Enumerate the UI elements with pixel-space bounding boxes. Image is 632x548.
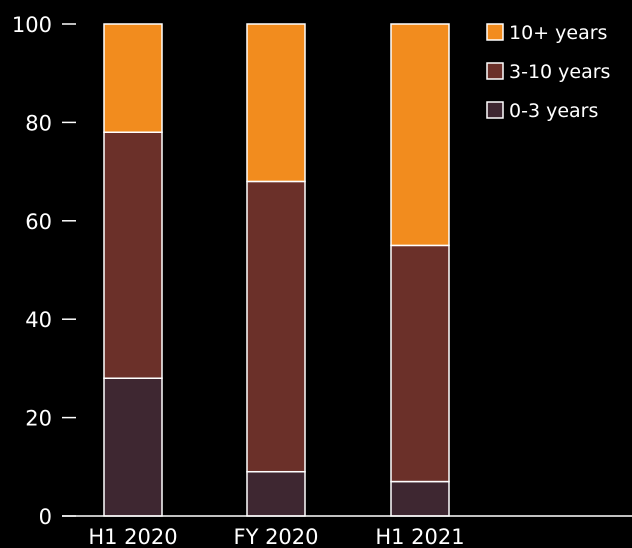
bar-segment-3-10-years: [246, 180, 306, 473]
bar-segment-0-3-years: [246, 470, 306, 517]
x-category-label: FY 2020: [233, 525, 318, 548]
y-tick-label: 0: [39, 505, 52, 529]
bar-segment-0-3-years: [103, 377, 163, 517]
legend-swatch: [486, 62, 504, 80]
x-category-label: H1 2020: [88, 525, 177, 548]
x-axis: H1 2020 FY 2020 H1 2021: [62, 515, 632, 548]
bar-segment-10-years: [390, 23, 450, 247]
bar-segment-3-10-years: [390, 244, 450, 483]
y-tick-label: 20: [25, 407, 52, 431]
legend-label: 0-3 years: [509, 100, 598, 122]
y-tick-label: 80: [25, 111, 52, 135]
bar-segment-10-years: [103, 23, 163, 133]
bars: [103, 23, 450, 517]
bar-segment-0-3-years: [390, 480, 450, 517]
y-tick-label: 60: [25, 210, 52, 234]
bar-segment-3-10-years: [103, 131, 163, 379]
legend-label: 3-10 years: [509, 61, 610, 83]
y-tick-label: 40: [25, 308, 52, 332]
bar-segment-10-years: [246, 23, 306, 183]
y-tick-label: 100: [12, 13, 52, 37]
legend-swatch: [486, 23, 504, 41]
legend-label: 10+ years: [509, 22, 607, 44]
y-axis: 0 20 40 60 80 100: [12, 13, 76, 529]
x-category-label: H1 2021: [375, 525, 464, 548]
legend-swatch: [486, 101, 504, 119]
legend: 10+ years 3-10 years 0-3 years: [486, 22, 610, 122]
